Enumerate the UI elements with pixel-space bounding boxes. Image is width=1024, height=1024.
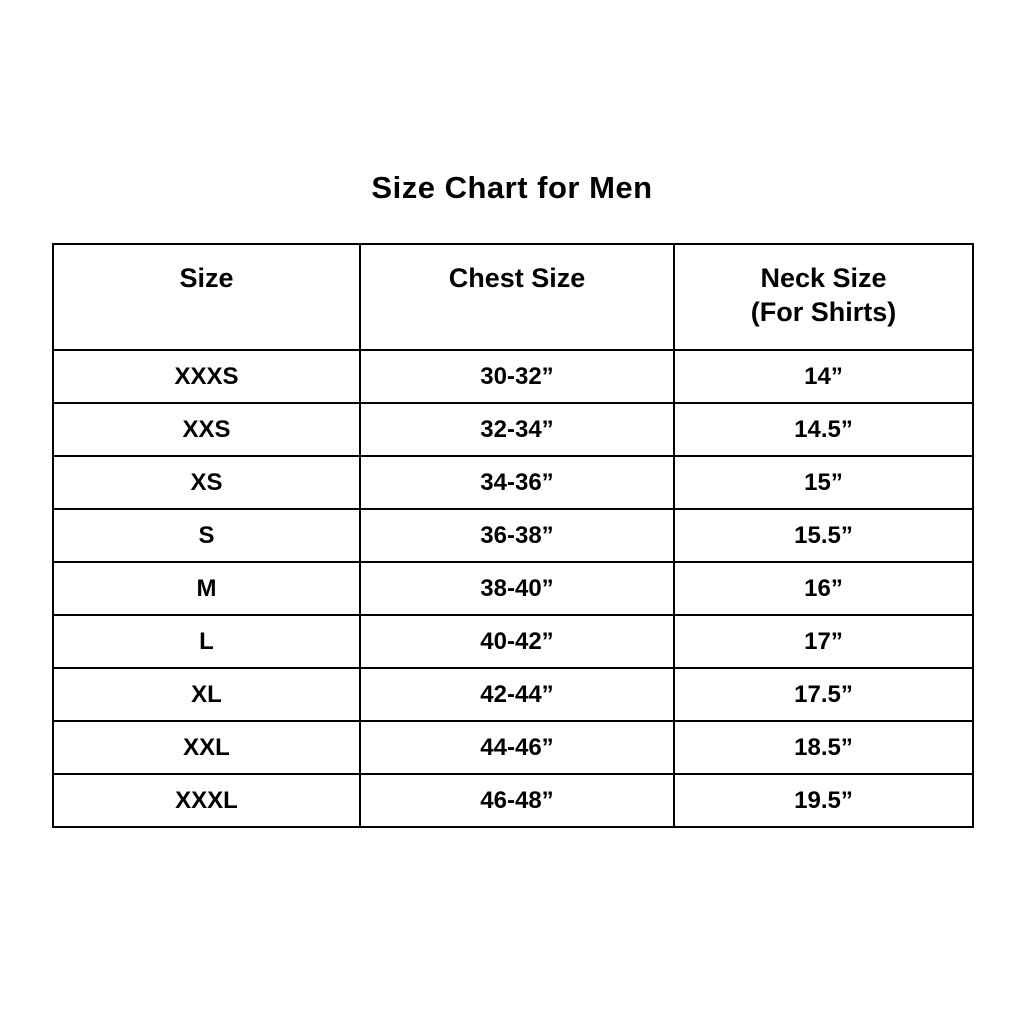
- neck-size-cell: 15.5”: [673, 508, 974, 563]
- chest-size-cell: 32-34”: [359, 402, 675, 457]
- table-header: Size Chest Size Neck Size (For Shirts): [52, 243, 974, 351]
- table-row: XXXL 46-48” 19.5”: [52, 773, 974, 828]
- page-title: Size Chart for Men: [371, 170, 653, 205]
- table-body: XXXS 30-32” 14” XXS 32-34” 14.5” XS 34-3…: [52, 349, 974, 828]
- size-cell: XL: [52, 667, 361, 722]
- size-cell: XXL: [52, 720, 361, 775]
- neck-size-cell: 14.5”: [673, 402, 974, 457]
- table-row: XXL 44-46” 18.5”: [52, 720, 974, 775]
- table-row: XL 42-44” 17.5”: [52, 667, 974, 722]
- neck-size-cell: 17.5”: [673, 667, 974, 722]
- neck-size-cell: 14”: [673, 349, 974, 404]
- chest-size-cell: 40-42”: [359, 614, 675, 669]
- size-cell: XXXL: [52, 773, 361, 828]
- neck-size-cell: 19.5”: [673, 773, 974, 828]
- neck-size-cell: 18.5”: [673, 720, 974, 775]
- header-row: Size Chest Size Neck Size (For Shirts): [52, 243, 974, 351]
- table-row: M 38-40” 16”: [52, 561, 974, 616]
- size-cell: M: [52, 561, 361, 616]
- chest-size-cell: 34-36”: [359, 455, 675, 510]
- size-cell: XS: [52, 455, 361, 510]
- size-cell: XXS: [52, 402, 361, 457]
- chest-size-cell: 44-46”: [359, 720, 675, 775]
- neck-size-cell: 16”: [673, 561, 974, 616]
- neck-size-cell: 17”: [673, 614, 974, 669]
- chest-size-cell: 38-40”: [359, 561, 675, 616]
- size-chart-table: Size Chest Size Neck Size (For Shirts) X…: [52, 243, 974, 828]
- table-row: L 40-42” 17”: [52, 614, 974, 669]
- table-row: XXXS 30-32” 14”: [52, 349, 974, 404]
- size-cell: L: [52, 614, 361, 669]
- header-chest-size: Chest Size: [359, 243, 675, 351]
- header-size: Size: [52, 243, 361, 351]
- neck-size-cell: 15”: [673, 455, 974, 510]
- chest-size-cell: 46-48”: [359, 773, 675, 828]
- size-cell: S: [52, 508, 361, 563]
- table-row: XXS 32-34” 14.5”: [52, 402, 974, 457]
- table-row: S 36-38” 15.5”: [52, 508, 974, 563]
- chest-size-cell: 42-44”: [359, 667, 675, 722]
- table-row: XS 34-36” 15”: [52, 455, 974, 510]
- size-cell: XXXS: [52, 349, 361, 404]
- chest-size-cell: 30-32”: [359, 349, 675, 404]
- header-neck-size: Neck Size (For Shirts): [673, 243, 974, 351]
- chest-size-cell: 36-38”: [359, 508, 675, 563]
